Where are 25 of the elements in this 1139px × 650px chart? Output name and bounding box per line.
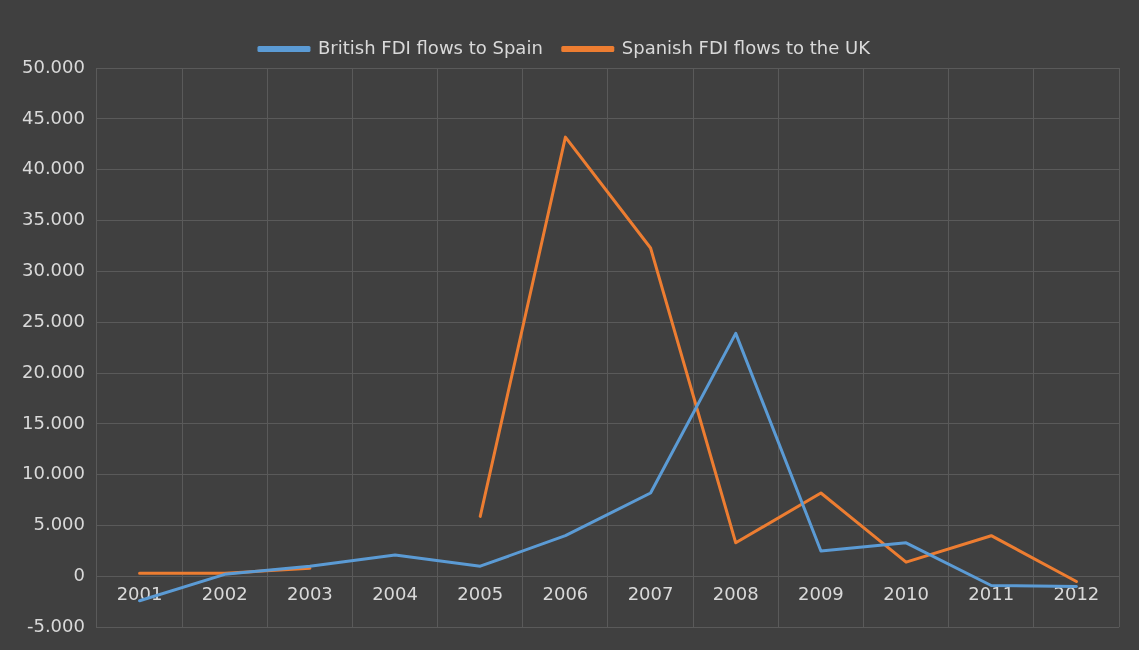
y-tick-label: 30.000 <box>22 259 85 281</box>
legend-label: Spanish FDI flows to the UK <box>621 36 872 58</box>
x-tick-label: 2012 <box>1053 582 1100 604</box>
x-tick-label: 2011 <box>968 582 1015 604</box>
x-tick-label: 2004 <box>372 582 418 604</box>
x-tick-label: 2003 <box>287 582 333 604</box>
y-tick-label: 45.000 <box>22 106 85 128</box>
x-tick-label: 2002 <box>201 582 248 604</box>
y-tick-label: 0 <box>73 564 85 586</box>
x-tick-label: 2005 <box>457 582 504 604</box>
y-tick-label: 20.000 <box>22 360 85 382</box>
y-tick-label: 5.000 <box>33 513 85 535</box>
x-tick-label: 2010 <box>883 582 929 604</box>
x-tick-label: 2008 <box>712 582 759 604</box>
legend-label: British FDI flows to Spain <box>317 36 543 58</box>
y-tick-label: 50.000 <box>22 55 85 77</box>
y-tick-label: 15.000 <box>22 411 85 433</box>
y-tick-label: -5.000 <box>26 614 85 636</box>
y-tick-label: 25.000 <box>22 309 85 331</box>
x-tick-label: 2006 <box>542 582 589 604</box>
y-tick-label: 40.000 <box>22 157 85 179</box>
y-tick-label: 10.000 <box>22 462 85 484</box>
y-tick-label: 35.000 <box>22 208 85 230</box>
x-tick-label: 2009 <box>798 582 844 604</box>
x-tick-label: 2007 <box>627 582 674 604</box>
